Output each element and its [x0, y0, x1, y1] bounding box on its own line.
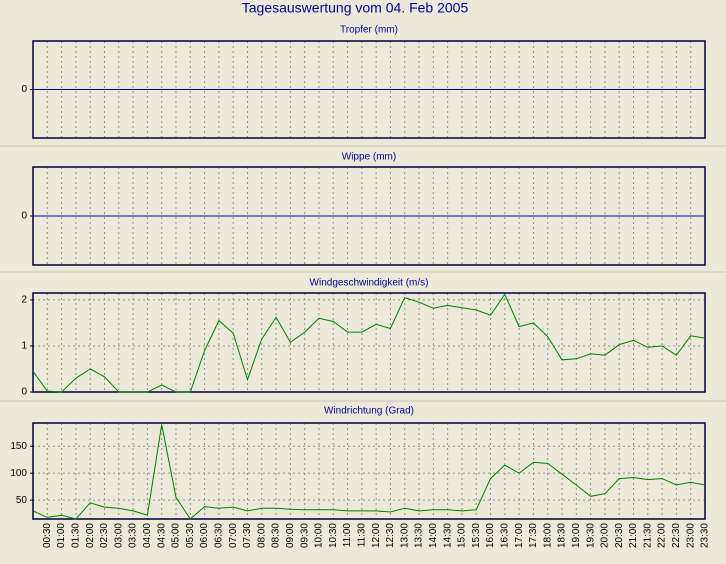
x-tick-label: 23:30 — [700, 523, 711, 548]
x-tick-label: 06:30 — [214, 523, 225, 548]
x-tick-label: 11:30 — [356, 523, 367, 548]
data-line — [32, 424, 706, 520]
x-tick-label: 18:00 — [542, 523, 553, 548]
x-tick-label: 01:30 — [71, 523, 82, 548]
y-tick-label: 0 — [21, 211, 27, 222]
y-tick-label: 1 — [21, 341, 27, 352]
x-tick-label: 04:00 — [142, 523, 153, 548]
x-tick-label: 00:30 — [42, 523, 53, 548]
x-tick-label: 18:30 — [557, 523, 568, 548]
data-line — [32, 293, 706, 393]
x-tick-label: 08:00 — [256, 523, 267, 548]
x-tick-label: 05:30 — [185, 523, 196, 548]
y-tick-label: 50 — [16, 495, 28, 506]
panel-title: Tropfer (mm) — [340, 25, 398, 36]
x-tick-label: 12:00 — [371, 523, 382, 548]
x-tick-label: 05:00 — [171, 523, 182, 548]
x-tick-label: 15:00 — [457, 523, 468, 548]
x-tick-label: 02:00 — [85, 523, 96, 548]
x-tick-label: 16:00 — [485, 523, 496, 548]
x-tick-label: 22:00 — [657, 523, 668, 548]
x-tick-label: 13:00 — [399, 523, 410, 548]
x-tick-label: 10:00 — [314, 523, 325, 548]
panel-title: Windgeschwindigkeit (m/s) — [310, 278, 429, 289]
page-title: Tagesauswertung vom 04. Feb 2005 — [242, 0, 469, 16]
x-tick-label: 03:00 — [113, 523, 124, 548]
x-tick-label: 03:30 — [128, 523, 139, 548]
x-tick-label: 22:30 — [671, 523, 682, 548]
y-tick-label: 100 — [10, 468, 27, 479]
y-tick-label: 150 — [10, 441, 27, 452]
x-tick-label: 19:00 — [571, 523, 582, 548]
x-tick-label: 08:30 — [271, 523, 282, 548]
x-tick-label: 02:30 — [99, 523, 110, 548]
plot-frame — [32, 422, 706, 520]
x-tick-label: 06:00 — [199, 523, 210, 548]
x-tick-label: 07:30 — [242, 523, 253, 548]
x-tick-label: 14:30 — [442, 523, 453, 548]
x-tick-label: 16:30 — [499, 523, 510, 548]
x-tick-label: 20:00 — [600, 523, 611, 548]
y-tick-label: 0 — [21, 387, 27, 398]
x-tick-label: 20:30 — [614, 523, 625, 548]
x-tick-label: 09:00 — [285, 523, 296, 548]
x-tick-label: 14:00 — [428, 523, 439, 548]
y-tick-label: 0 — [21, 84, 27, 95]
x-tick-label: 12:30 — [385, 523, 396, 548]
x-tick-label: 23:00 — [685, 523, 696, 548]
x-tick-label: 10:30 — [328, 523, 339, 548]
y-tick-label: 2 — [21, 295, 27, 306]
x-tick-label: 04:30 — [156, 523, 167, 548]
x-tick-label: 11:00 — [342, 523, 353, 548]
x-tick-label: 01:00 — [56, 523, 67, 548]
panel-title: Wippe (mm) — [342, 152, 396, 163]
x-tick-label: 19:30 — [585, 523, 596, 548]
x-tick-label: 17:00 — [514, 523, 525, 548]
x-tick-label: 21:00 — [628, 523, 639, 548]
x-tick-label: 09:30 — [299, 523, 310, 548]
x-tick-label: 17:30 — [528, 523, 539, 548]
x-tick-label: 15:30 — [471, 523, 482, 548]
panel-title: Windrichtung (Grad) — [324, 406, 414, 417]
plot-frame — [32, 292, 706, 393]
x-tick-label: 21:30 — [642, 523, 653, 548]
x-tick-label: 07:00 — [228, 523, 239, 548]
x-tick-label: 13:30 — [414, 523, 425, 548]
